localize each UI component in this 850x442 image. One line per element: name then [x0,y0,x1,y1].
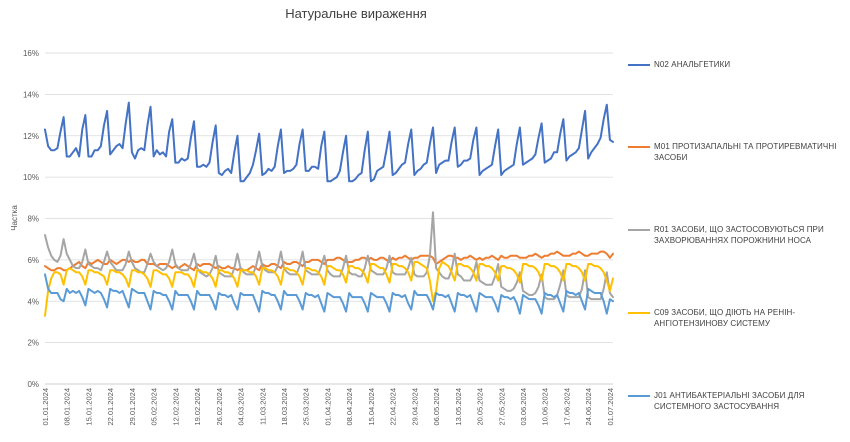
series-line-j01 [44,273,614,315]
x-tick-label: 29.04.2024 [410,388,419,426]
x-tick-label: 22.04.2024 [389,388,398,426]
y-tick-label: 6% [27,256,39,265]
legend-item: M01 ПРОТИЗАПАЛЬНІ ТА ПРОТИРЕВМАТИЧНІ ЗАС… [628,141,846,163]
x-tick-label: 04.03.2024 [237,388,246,426]
x-tick-label: 08.04.2024 [345,388,354,426]
x-tick-label: 01.04.2024 [323,388,332,426]
x-tick-label: 10.06.2024 [541,388,550,426]
y-tick-label: 14% [23,90,39,99]
series-line-n02 [44,101,614,183]
series-lines [44,101,614,317]
x-tick-label: 25.03.2024 [302,388,311,426]
x-tick-label: 17.06.2024 [562,388,571,426]
y-axis-label: Частка [10,205,19,231]
legend-item: R01 ЗАСОБИ, ЩО ЗАСТОСОВУЮТЬСЯ ПРИ ЗАХВОР… [628,224,846,246]
y-axis-ticks: 0% 2% 4% 6% 8% 10% 12% 14% 16% [23,49,39,389]
legend-label: R01 ЗАСОБИ, ЩО ЗАСТОСОВУЮТЬСЯ ПРИ ЗАХВОР… [654,225,824,245]
series-line-m01 [44,250,614,272]
y-tick-label: 10% [23,173,39,182]
x-axis-ticks: 01.01.2024 08.01.2024 15.01.2024 22.01.2024… [41,388,615,426]
x-tick-label: 20.05.2024 [476,388,485,426]
x-tick-label: 03.06.2024 [519,388,528,426]
y-tick-label: 16% [23,49,39,58]
x-tick-label: 24.06.2024 [584,388,593,426]
x-tick-label: 22.01.2024 [106,388,115,426]
legend-item: J01 АНТИБАКТЕРІАЛЬНІ ЗАСОБИ ДЛЯ СИСТЕМНО… [628,390,846,412]
x-tick-label: 11.03.2024 [258,388,267,425]
legend-swatch [628,64,650,66]
gridlines [45,52,613,385]
chart-title: Натуральне вираження [285,6,427,21]
legend-label: J01 АНТИБАКТЕРІАЛЬНІ ЗАСОБИ ДЛЯ СИСТЕМНО… [654,391,805,411]
x-tick-label: 01.01.2024 [41,388,50,426]
x-tick-label: 15.04.2024 [367,388,376,426]
legend-swatch [628,395,650,397]
y-tick-label: 12% [23,132,39,141]
x-tick-label: 27.05.2024 [497,388,506,426]
x-tick-label: 18.03.2024 [280,388,289,426]
x-tick-label: 06.05.2024 [432,388,441,426]
x-tick-label: 19.02.2024 [193,388,202,426]
legend-swatch [628,312,650,314]
legend-label: N02 АНАЛЬГЕТИКИ [654,60,731,69]
x-tick-label: 15.01.2024 [84,388,93,426]
legend-item: C09 ЗАСОБИ, ЩО ДІЮТЬ НА РЕНІН-АНГІОТЕНЗИ… [628,307,846,329]
series-line-c09 [44,260,614,317]
legend-label: C09 ЗАСОБИ, ЩО ДІЮТЬ НА РЕНІН-АНГІОТЕНЗИ… [654,308,796,328]
legend-item: N02 АНАЛЬГЕТИКИ [628,59,846,70]
y-tick-label: 2% [27,339,39,348]
x-tick-label: 26.02.2024 [215,388,224,426]
x-tick-label: 12.02.2024 [171,388,180,426]
legend-swatch [628,146,650,148]
x-tick-label: 29.01.2024 [128,388,137,426]
y-tick-label: 4% [27,297,39,306]
legend-label: M01 ПРОТИЗАПАЛЬНІ ТА ПРОТИРЕВМАТИЧНІ ЗАС… [654,142,837,162]
x-tick-label: 13.05.2024 [454,388,463,426]
legend-swatch [628,229,650,231]
y-tick-label: 8% [27,215,39,224]
x-tick-label: 08.01.2024 [63,388,72,426]
x-tick-label: 05.02.2024 [150,388,159,426]
x-tick-label: 01.07.2024 [606,388,615,426]
y-tick-label: 0% [27,380,39,389]
